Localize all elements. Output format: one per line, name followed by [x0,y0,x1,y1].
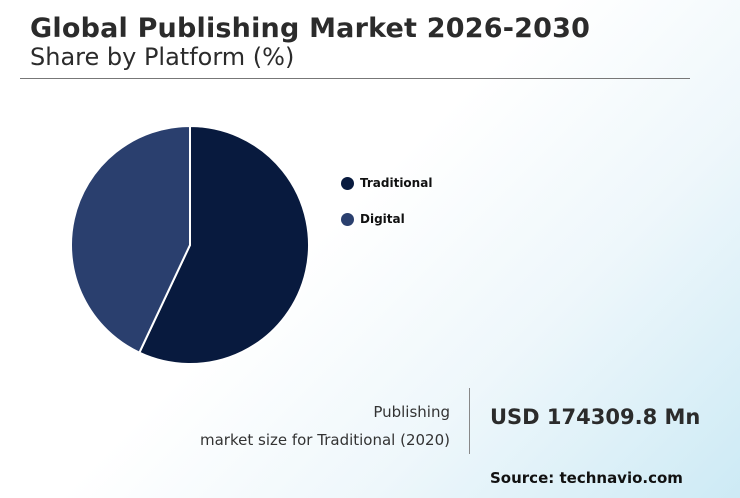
chart-subtitle: Share by Platform (%) [30,43,295,71]
market-size-label-line2: market size for Traditional (2020) [200,431,450,449]
market-size-label-line1: Publishing [373,403,450,421]
legend-item-digital: Digital [341,210,432,228]
market-size-value: USD 174309.8 Mn [490,405,701,429]
market-size-divider [469,388,470,454]
source-note: Source: technavio.com [490,469,683,487]
legend-swatch [341,212,354,226]
pie-slice-digital [70,124,191,355]
chart-title: Global Publishing Market 2026-2030 [30,13,591,44]
legend-swatch [341,176,354,190]
market-size-label: Publishing market size for Traditional (… [200,398,450,454]
pie-slice-traditional [138,124,310,365]
chart-legend: Traditional Digital [341,174,432,246]
legend-label: Digital [360,212,405,226]
legend-item-traditional: Traditional [341,174,432,192]
legend-label: Traditional [360,176,433,190]
title-divider [20,78,690,79]
pie-chart [70,124,310,365]
